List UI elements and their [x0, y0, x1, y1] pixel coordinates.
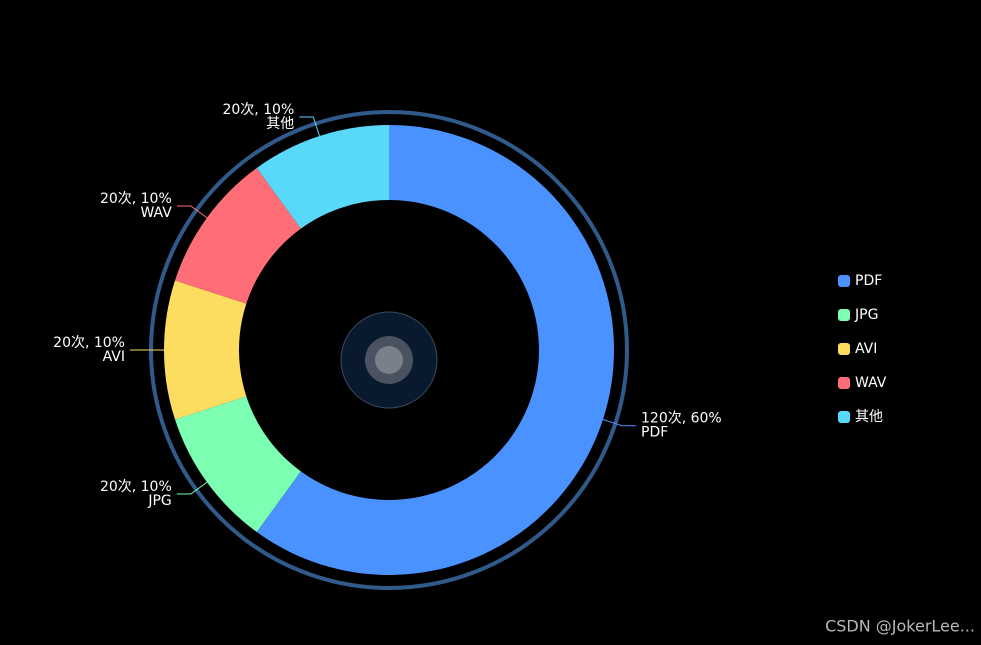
donut-segment	[175, 396, 301, 533]
center-decoration	[375, 346, 403, 374]
legend-swatch	[838, 309, 850, 321]
legend-label: 其他	[855, 409, 883, 425]
data-label-name: WAV	[140, 205, 172, 221]
data-label-name: PDF	[641, 425, 668, 441]
data-label: 20次, 10%	[53, 335, 125, 351]
label-line	[176, 481, 208, 495]
legend-swatch	[838, 411, 850, 423]
label-line	[176, 205, 208, 219]
legend-label: WAV	[855, 375, 887, 391]
legend-swatch	[838, 343, 850, 355]
label-line	[299, 116, 320, 137]
legend-label: AVI	[855, 341, 877, 357]
data-label: 120次, 60%	[641, 411, 722, 427]
data-label-name: JPG	[147, 493, 171, 509]
legend-swatch	[838, 377, 850, 389]
data-label: 20次, 10%	[100, 191, 172, 207]
donut-segment	[256, 125, 614, 575]
legend-label: PDF	[855, 273, 882, 289]
legend-label: JPG	[854, 307, 878, 323]
donut-segment	[175, 167, 301, 304]
data-label-name: 其他	[266, 116, 294, 132]
data-label-name: AVI	[103, 349, 125, 365]
data-label: 20次, 10%	[222, 102, 294, 118]
legend-swatch	[838, 275, 850, 287]
data-label: 20次, 10%	[100, 479, 172, 495]
watermark: CSDN @JokerLee...	[825, 617, 975, 636]
label-line	[602, 419, 637, 427]
donut-segment	[256, 125, 389, 229]
donut-segment	[164, 280, 247, 420]
